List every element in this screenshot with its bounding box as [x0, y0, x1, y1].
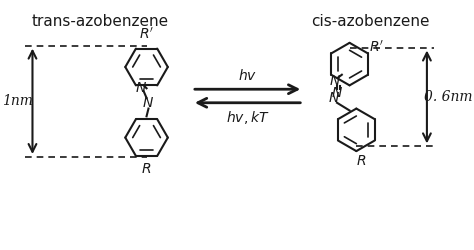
Text: $R$: $R$ — [141, 162, 152, 176]
Text: $N$: $N$ — [331, 86, 343, 100]
Text: 0. 6nm: 0. 6nm — [424, 90, 473, 104]
Text: $N$: $N$ — [143, 96, 155, 110]
Text: $R$: $R$ — [356, 154, 366, 168]
Text: $R'$: $R'$ — [139, 27, 154, 42]
Text: $N$: $N$ — [135, 81, 147, 95]
Text: $hv, kT$: $hv, kT$ — [226, 108, 269, 126]
Text: $N$: $N$ — [328, 91, 340, 105]
Text: cis-azobenzene: cis-azobenzene — [311, 14, 430, 29]
Text: trans-azobenzene: trans-azobenzene — [32, 14, 169, 29]
Text: $hv$: $hv$ — [238, 68, 257, 84]
Text: $R'$: $R'$ — [369, 40, 384, 55]
Text: $N$: $N$ — [329, 74, 341, 88]
Text: 1nm: 1nm — [1, 94, 32, 108]
